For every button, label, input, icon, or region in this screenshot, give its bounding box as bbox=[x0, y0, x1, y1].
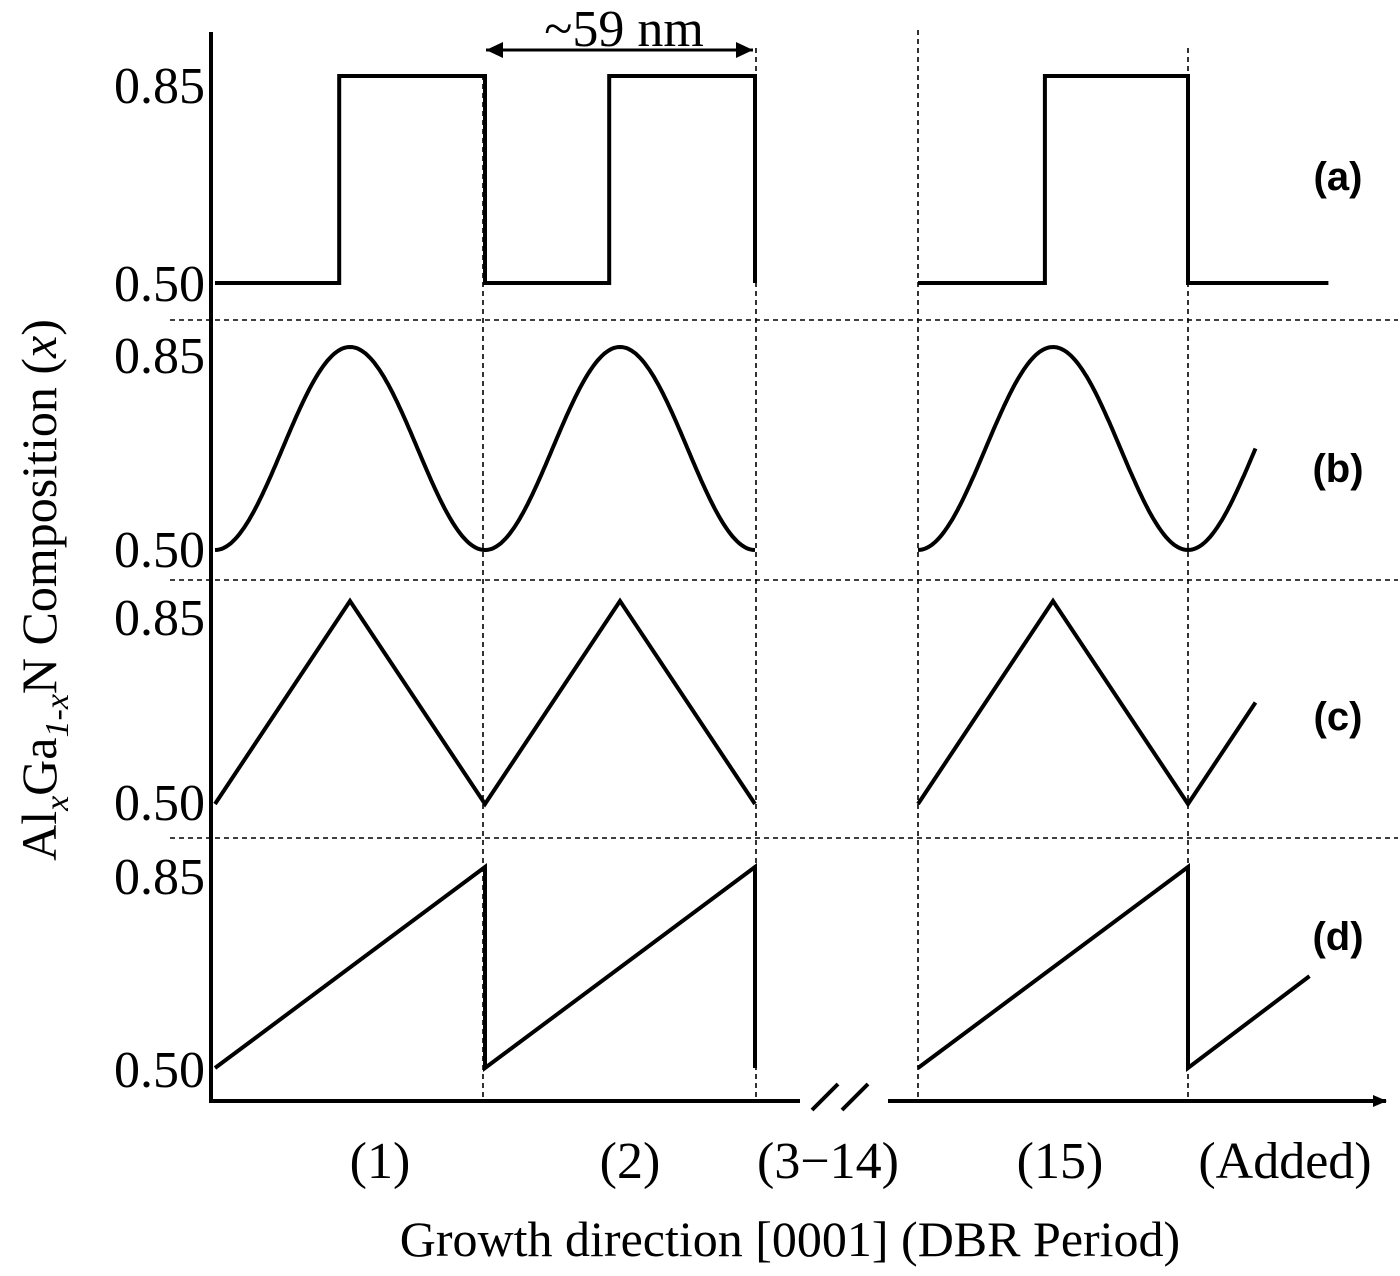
profile-d-segment-2 bbox=[916, 863, 1311, 1073]
profile-c-segment-2 bbox=[916, 597, 1258, 808]
x-tick-added: (Added) bbox=[1198, 1133, 1371, 1190]
y-tick-050-c: 0.50 bbox=[114, 775, 205, 832]
panel-label-d: (d) bbox=[1312, 915, 1363, 959]
profile-c-segment-1 bbox=[213, 597, 757, 808]
y-tick-085-b: 0.85 bbox=[114, 328, 205, 385]
panel-label-c: (c) bbox=[1314, 695, 1363, 739]
y-tick-050-b: 0.50 bbox=[114, 522, 205, 579]
y-tick-085-c: 0.85 bbox=[114, 590, 205, 647]
x-tick-period-15: (15) bbox=[1017, 1133, 1104, 1190]
profile-d-segment-1 bbox=[213, 863, 757, 1072]
panel-label-a: (a) bbox=[1314, 155, 1363, 199]
y-tick-085-d: 0.85 bbox=[114, 849, 205, 906]
period-label: ~59 nm bbox=[544, 1, 704, 58]
profile-a-segment-2 bbox=[918, 74, 1329, 285]
profile-b-segment-1 bbox=[214, 344, 756, 553]
profile-b-segment-2 bbox=[917, 344, 1258, 553]
y-tick-050-d: 0.50 bbox=[114, 1042, 205, 1099]
axis-break-mark bbox=[810, 1082, 870, 1112]
y-tick-085-a: 0.85 bbox=[114, 58, 205, 115]
y-axis-title: AlxGa1-xN Composition (x) bbox=[11, 319, 76, 861]
period-annotation: ~59 nm bbox=[486, 1, 753, 58]
profile-a-segment-1 bbox=[215, 74, 757, 285]
composition-curves bbox=[213, 74, 1329, 1073]
panel-label-b: (b) bbox=[1312, 447, 1363, 491]
y-tick-050-a: 0.50 bbox=[114, 256, 205, 313]
x-tick-period-1: (1) bbox=[350, 1133, 411, 1190]
x-axis-title: Growth direction [0001] (DBR Period) bbox=[400, 1211, 1180, 1267]
x-tick-period-3-14: (3−14) bbox=[757, 1133, 899, 1190]
x-tick-period-2: (2) bbox=[600, 1133, 661, 1190]
y-tick-labels: 0.85 0.50 0.85 0.50 0.85 0.50 0.85 0.50 bbox=[114, 58, 205, 1099]
